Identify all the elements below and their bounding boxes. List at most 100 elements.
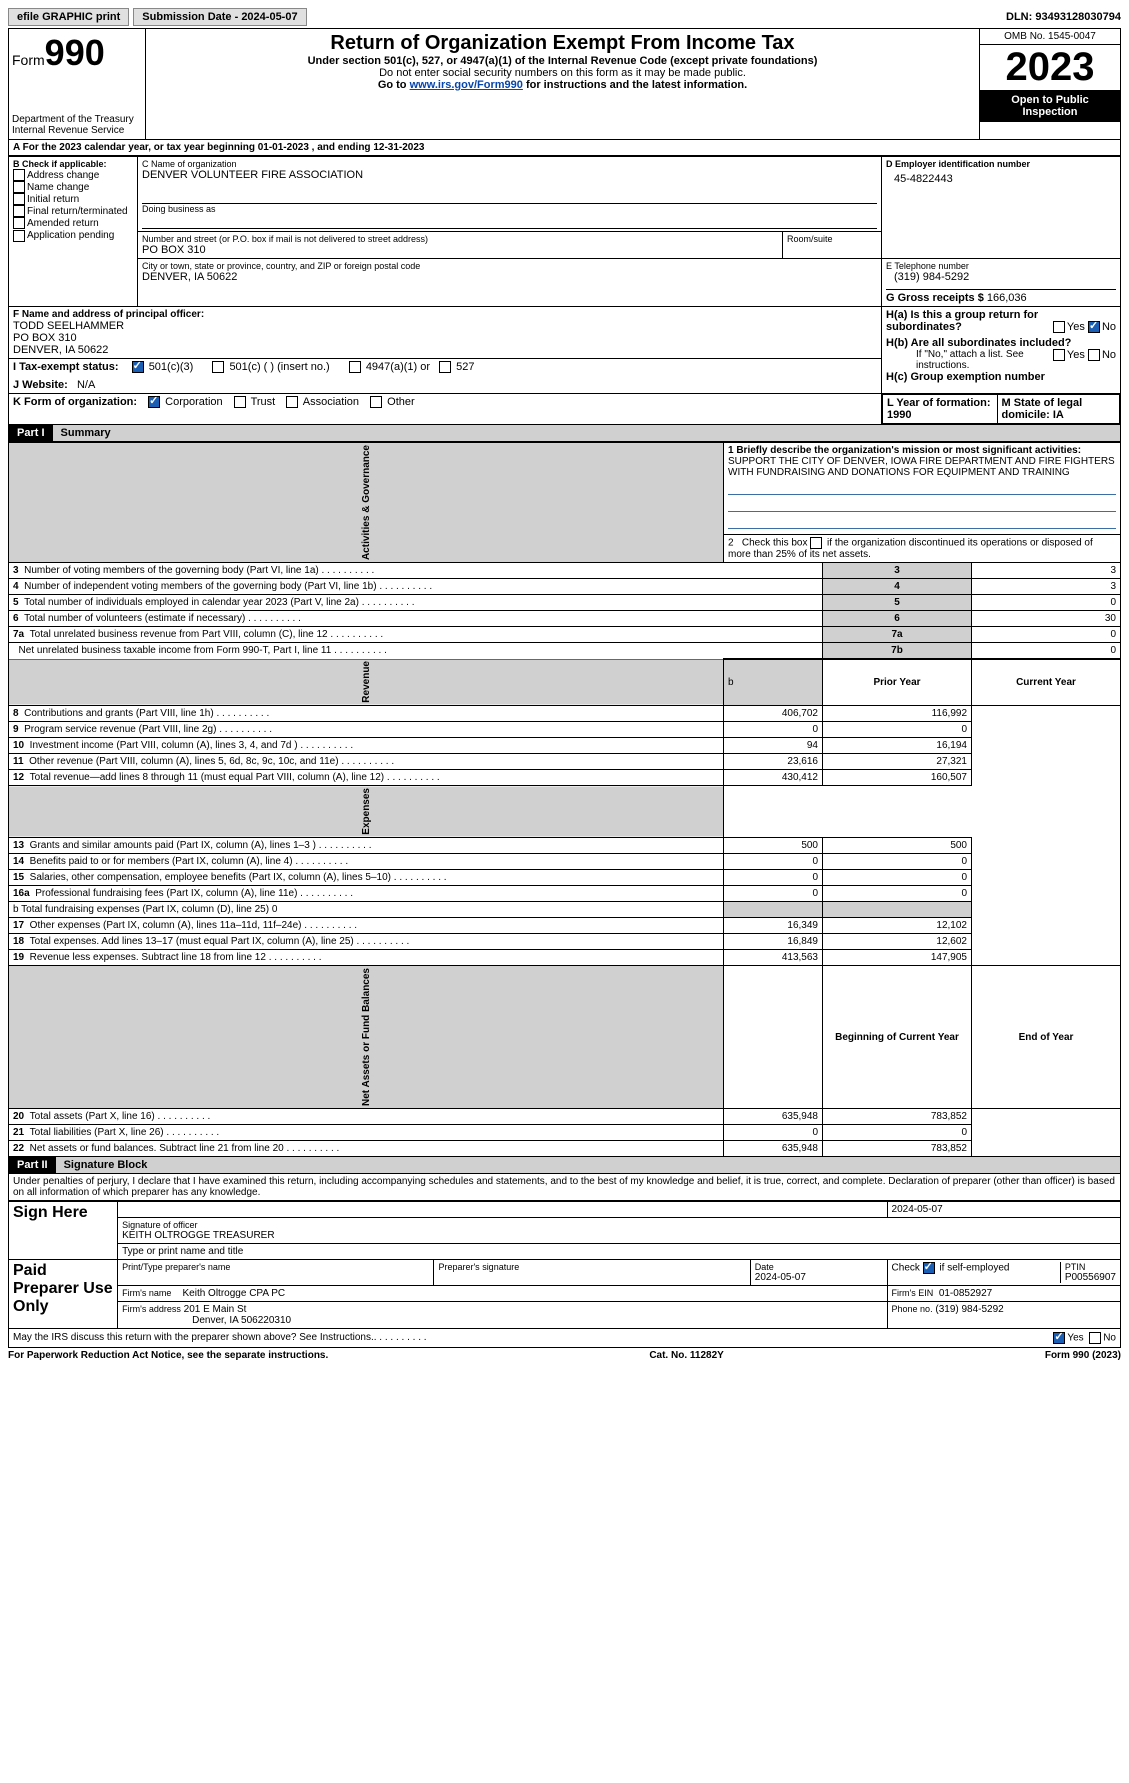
line-text: 19 Revenue less expenses. Subtract line … (9, 950, 724, 966)
line-prior: 16,349 (724, 918, 823, 934)
cb-pending[interactable] (13, 230, 25, 242)
vert-expenses: Expenses (9, 786, 724, 838)
blank-net (724, 966, 823, 1109)
opt-name: Name change (27, 182, 89, 193)
cb-irs-no[interactable] (1089, 1332, 1101, 1344)
gov-line-idx: 5 (823, 595, 972, 611)
info-table: B Check if applicable: Address change Na… (8, 156, 1121, 425)
gov-line-val: 30 (972, 611, 1121, 627)
opt-amended: Amended return (27, 218, 99, 229)
officer-sig-cell: Signature of officer KEITH OLTROGGE TREA… (118, 1218, 1121, 1244)
irs-link[interactable]: www.irs.gov/Form990 (410, 79, 523, 91)
q1-label: 1 Briefly describe the organization's mi… (728, 445, 1081, 456)
cb-other[interactable] (370, 396, 382, 408)
cb-hb-no[interactable] (1088, 349, 1100, 361)
gov-line-idx: 3 (823, 563, 972, 579)
part2-header: Part II Signature Block (8, 1157, 1121, 1174)
ptin-label: PTIN (1065, 1262, 1116, 1272)
addr-label: Number and street (or P.O. box if mail i… (142, 234, 778, 244)
subtitle-1: Under section 501(c), 527, or 4947(a)(1)… (149, 55, 976, 67)
cb-name-change[interactable] (13, 181, 25, 193)
cb-discontinued[interactable] (810, 537, 822, 549)
line-text: 11 Other revenue (Part VIII, column (A),… (9, 754, 724, 770)
part2-badge: Part II (9, 1157, 56, 1173)
title-cell: Return of Organization Exempt From Incom… (146, 29, 980, 140)
efile-print-button[interactable]: efile GRAPHIC print (8, 8, 129, 26)
line-prior: 0 (724, 886, 823, 902)
line-prior: 94 (724, 738, 823, 754)
line-text: 14 Benefits paid to or for members (Part… (9, 854, 724, 870)
cb-initial[interactable] (13, 193, 25, 205)
cb-amended[interactable] (13, 217, 25, 229)
check-if-post: if self-employed (937, 1263, 1010, 1274)
cb-address-change[interactable] (13, 169, 25, 181)
officer-name: TODD SEELHAMMER (13, 320, 877, 332)
phone-g-cell: E Telephone number (319) 984-5292 G Gros… (882, 259, 1121, 307)
line-curr: 0 (823, 722, 972, 738)
firm-ein: 01-0852927 (939, 1288, 992, 1299)
gov-line-text: 4 Number of independent voting members o… (9, 579, 823, 595)
prep-date: 2024-05-07 (755, 1272, 883, 1283)
cb-assoc[interactable] (286, 396, 298, 408)
line-curr: 0 (823, 854, 972, 870)
cb-final[interactable] (13, 205, 25, 217)
g-label: G Gross receipts $ (886, 292, 984, 304)
city-value: DENVER, IA 50622 (142, 271, 877, 283)
i-opt-1: 501(c) ( ) (insert no.) (229, 361, 329, 373)
prep-date-label: Date (755, 1262, 883, 1272)
line-text: 21 Total liabilities (Part X, line 26) (9, 1125, 724, 1141)
dba-label: Doing business as (142, 204, 877, 214)
gov-line-val: 3 (972, 563, 1121, 579)
i-opt-2: 4947(a)(1) or (366, 361, 430, 373)
phone-label: Phone no. (892, 1304, 933, 1314)
firm-name-cell: Firm's name Keith Oltrogge CPA PC (118, 1286, 887, 1302)
cb-hb-yes[interactable] (1053, 349, 1065, 361)
part1-badge: Part I (9, 425, 53, 441)
ha-label: H(a) Is this a group return for subordin… (886, 309, 1038, 333)
line-curr: 12,602 (823, 934, 972, 950)
form-label: Form (12, 52, 45, 68)
line-text: 13 Grants and similar amounts paid (Part… (9, 838, 724, 854)
lm-cell: L Year of formation: 1990 M State of leg… (882, 394, 1121, 425)
submission-date-button[interactable]: Submission Date - 2024-05-07 (133, 8, 306, 26)
cb-self-employed[interactable] (923, 1262, 935, 1274)
vert-governance: Activities & Governance (9, 443, 724, 563)
cb-501c[interactable] (212, 361, 224, 373)
cb-corp[interactable] (148, 396, 160, 408)
line-prior: 0 (724, 1125, 823, 1141)
blank-16b-c (823, 902, 972, 918)
year-cell: OMB No. 1545-0047 2023 Open to Public In… (980, 29, 1121, 140)
sig-date-top: 2024-05-07 (887, 1202, 1120, 1218)
h-cell: H(a) Is this a group return for subordin… (882, 307, 1121, 394)
cb-ha-yes[interactable] (1053, 321, 1065, 333)
line-curr: 0 (823, 886, 972, 902)
c-label: C Name of organization (142, 159, 877, 169)
i-opt-0: 501(c)(3) (149, 361, 194, 373)
opt-final: Final return/terminated (27, 206, 128, 217)
prep-sig-label: Preparer's signature (438, 1262, 745, 1272)
name-cell: C Name of organization DENVER VOLUNTEER … (138, 157, 882, 232)
hb-no: No (1102, 349, 1116, 361)
line-prior: 0 (724, 854, 823, 870)
cb-ha-no[interactable] (1088, 321, 1100, 333)
org-name: DENVER VOLUNTEER FIRE ASSOCIATION (142, 169, 877, 181)
gov-line-text: 6 Total number of volunteers (estimate i… (9, 611, 823, 627)
tax-year: 2023 (980, 45, 1120, 90)
part2-title: Signature Block (56, 1157, 1120, 1173)
dept-irs: Internal Revenue Service (12, 125, 142, 136)
cb-4947[interactable] (349, 361, 361, 373)
line-text: 15 Salaries, other compensation, employe… (9, 870, 724, 886)
firm-phone-cell: Phone no. (319) 984-5292 (887, 1302, 1120, 1329)
l-label: L Year of formation: 1990 (887, 397, 991, 421)
cb-irs-yes[interactable] (1053, 1332, 1065, 1344)
cb-501c3[interactable] (132, 361, 144, 373)
vert-netassets: Net Assets or Fund Balances (9, 966, 724, 1109)
k-cell: K Form of organization: Corporation Trus… (9, 394, 882, 425)
opt-pending: Application pending (27, 230, 114, 241)
q1-text: SUPPORT THE CITY OF DENVER, IOWA FIRE DE… (728, 456, 1116, 478)
type-print-label: Type or print name and title (118, 1244, 1121, 1260)
firm-phone: (319) 984-5292 (935, 1304, 1003, 1315)
city-label: City or town, state or province, country… (142, 261, 877, 271)
cb-trust[interactable] (234, 396, 246, 408)
cb-527[interactable] (439, 361, 451, 373)
